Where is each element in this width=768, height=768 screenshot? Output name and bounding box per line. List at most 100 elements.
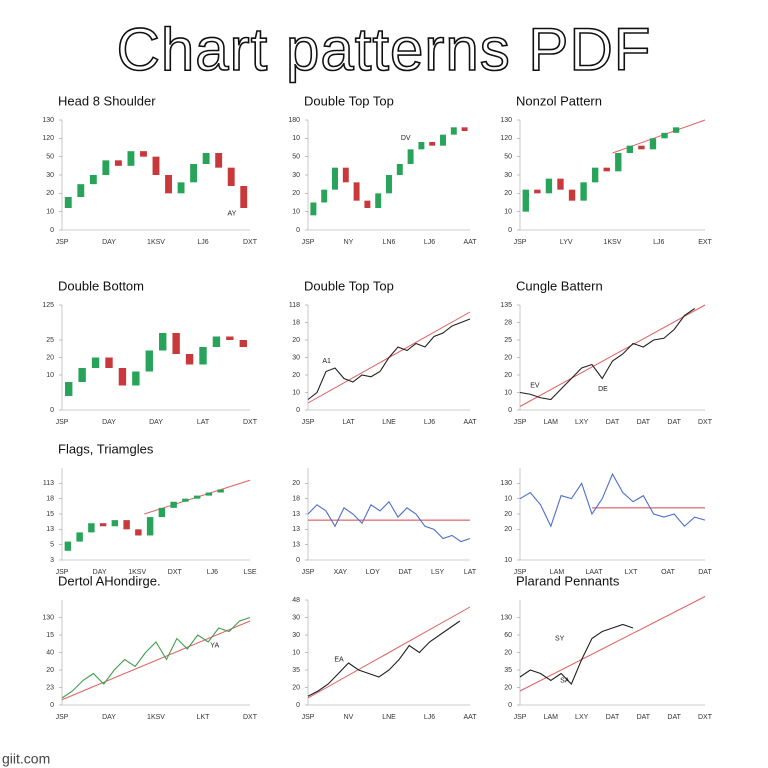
- line-series: [307, 500, 471, 543]
- candle: [534, 189, 541, 194]
- line-series: [307, 318, 471, 400]
- x-tick-label: LOY: [366, 569, 380, 576]
- y-tick-label: 0: [296, 702, 300, 709]
- x-tick-label: JSP: [514, 419, 527, 426]
- x-tick-label: DXT: [168, 569, 183, 576]
- candle: [118, 368, 127, 386]
- y-tick-label: 130: [42, 614, 54, 621]
- y-tick-label: 5: [50, 542, 54, 549]
- y-tick-label: 125: [42, 302, 54, 309]
- x-tick-label: DXT: [698, 714, 713, 721]
- x-tick-label: NY: [344, 239, 354, 246]
- annotation: SA: [560, 677, 570, 684]
- y-tick-label: 30: [292, 354, 300, 361]
- candle: [557, 178, 564, 190]
- candle: [99, 523, 107, 527]
- candle: [375, 193, 382, 208]
- candle: [205, 492, 213, 496]
- y-tick-label: 20: [504, 684, 512, 691]
- annotation: DV: [401, 135, 411, 142]
- x-tick-label: AAT: [463, 714, 477, 721]
- y-tick-label: 13: [292, 511, 300, 518]
- y-tick-label: 20: [292, 480, 300, 487]
- y-tick-label: 10: [292, 209, 300, 216]
- y-tick-label: 120: [42, 135, 54, 142]
- x-tick-label: LXT: [625, 569, 639, 576]
- trend-line: [519, 596, 706, 692]
- line-series: [519, 472, 706, 528]
- candle: [182, 498, 189, 502]
- x-tick-label: OAT: [661, 569, 676, 576]
- x-tick-label: DAT: [667, 714, 681, 721]
- candle: [64, 197, 72, 208]
- y-tick-label: 0: [296, 407, 300, 414]
- candle: [78, 368, 86, 382]
- trend-line: [612, 119, 706, 154]
- x-tick-label: LJ6: [653, 239, 664, 246]
- candle: [102, 160, 110, 175]
- candle: [132, 371, 140, 386]
- y-tick-label: 15: [46, 632, 54, 639]
- y-tick-label: 15: [46, 511, 54, 518]
- y-tick-label: 23: [46, 684, 54, 691]
- x-tick-label: 1KSV: [128, 569, 146, 576]
- candle: [591, 167, 599, 183]
- panel-title: Cungle Battern: [516, 278, 603, 293]
- y-tick-label: 20: [504, 190, 512, 197]
- y-tick-label: 20: [504, 526, 512, 533]
- panel-title: Double Top Top: [304, 93, 394, 108]
- y-tick-label: 0: [508, 702, 512, 709]
- candle: [638, 145, 645, 150]
- candle: [310, 202, 317, 216]
- candle: [114, 160, 122, 166]
- y-tick-label: 50: [46, 154, 54, 161]
- y-tick-label: 10: [292, 389, 300, 396]
- x-tick-label: EXT: [698, 239, 712, 246]
- x-tick-label: DAT: [698, 569, 712, 576]
- y-tick-label: 10: [504, 389, 512, 396]
- y-tick-label: 60: [504, 632, 512, 639]
- x-tick-label: LJ6: [197, 239, 208, 246]
- candle: [202, 153, 210, 164]
- x-tick-label: JSP: [56, 569, 69, 576]
- candle: [240, 186, 248, 208]
- candle: [140, 151, 147, 157]
- y-tick-label: 35: [504, 667, 512, 674]
- y-tick-label: 20: [292, 337, 300, 344]
- candle: [545, 178, 553, 194]
- candle: [76, 532, 83, 542]
- x-tick-label: LSE: [243, 569, 257, 576]
- y-tick-label: 20: [46, 354, 54, 361]
- candle: [127, 151, 135, 166]
- x-tick-label: DAY: [93, 569, 107, 576]
- candle: [123, 520, 130, 530]
- y-tick-label: 10: [504, 496, 512, 503]
- candle: [649, 138, 657, 150]
- candle: [170, 501, 177, 508]
- line-series: [519, 623, 634, 685]
- line-series: [519, 308, 696, 401]
- y-tick-label: 10: [292, 135, 300, 142]
- trend-line: [519, 304, 706, 407]
- y-tick-label: 0: [50, 227, 54, 234]
- candle: [396, 164, 403, 175]
- candle: [77, 184, 85, 197]
- x-tick-label: DAT: [398, 569, 412, 576]
- candle: [88, 523, 95, 533]
- candle: [177, 182, 185, 194]
- panel-title: Double Top Top: [304, 278, 394, 293]
- annotation: EA: [334, 656, 344, 663]
- x-tick-label: JSP: [302, 714, 315, 721]
- y-tick-label: 35: [292, 667, 300, 674]
- panel-title: Nonzol Pattern: [516, 93, 602, 108]
- annotation: DE: [598, 386, 608, 393]
- x-tick-label: LAT: [342, 419, 355, 426]
- candle: [626, 145, 634, 153]
- y-tick-label: 48: [292, 597, 300, 604]
- x-tick-label: JSP: [514, 714, 527, 721]
- y-tick-label: 30: [504, 172, 512, 179]
- x-tick-label: LAT: [197, 419, 210, 426]
- y-tick-label: 130: [42, 117, 54, 124]
- annotation: A1: [322, 358, 331, 365]
- panel-title: Plarand Pennants: [516, 573, 620, 588]
